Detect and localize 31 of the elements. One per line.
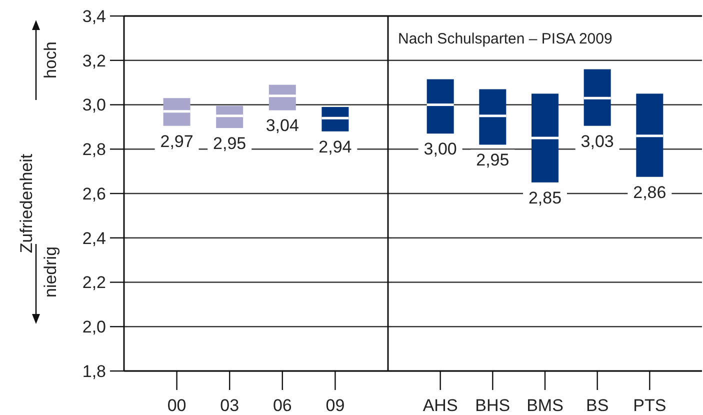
x-tick-label: 06 xyxy=(272,396,292,415)
x-tick-label: 09 xyxy=(326,396,345,415)
text: 2,95 xyxy=(213,134,246,153)
y-tick-label: 2,2 xyxy=(82,273,106,292)
y-tick-label: 3,0 xyxy=(82,96,106,115)
y-tick-label: 3,2 xyxy=(82,51,106,70)
text: 2,97 xyxy=(160,132,194,151)
x-tick-label: AHS xyxy=(422,396,458,415)
y-axis-title: Zufriedenheit xyxy=(16,154,36,254)
x-tick-label: 00 xyxy=(167,396,186,415)
text: 2,86 xyxy=(633,182,666,202)
text: 2,95 xyxy=(476,150,510,170)
y-tick-label: 2,4 xyxy=(82,228,106,248)
text: 3,03 xyxy=(580,132,614,151)
y-tick-label: 2,8 xyxy=(82,140,106,160)
text: 2,94 xyxy=(318,137,352,156)
text: niedrig xyxy=(40,246,60,298)
text: 3,04 xyxy=(266,116,299,136)
y-tick-label: 2,0 xyxy=(82,318,106,337)
text: hoch xyxy=(40,42,60,78)
y-tick-label: 2,6 xyxy=(82,184,106,204)
text: 2,85 xyxy=(528,188,562,208)
y-tick-label: 1,8 xyxy=(82,362,106,381)
y-tick-label: 3,4 xyxy=(82,6,106,26)
x-tick-label: BMS xyxy=(526,396,564,415)
x-tick-label: BS xyxy=(586,396,609,415)
x-tick-label: 03 xyxy=(220,396,240,415)
x-tick-label: PTS xyxy=(633,396,666,415)
text: Nach Schulsparten – PISA 2009 xyxy=(398,30,612,48)
text: 3,00 xyxy=(424,140,457,159)
x-tick-label: BHS xyxy=(475,396,510,415)
